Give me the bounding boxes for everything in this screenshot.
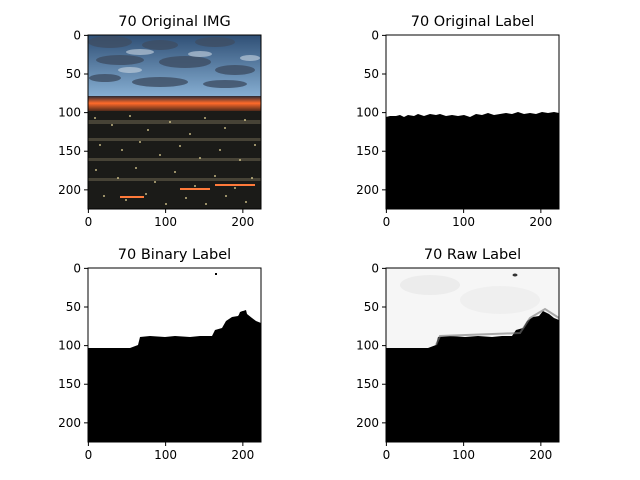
y-tick-label: 0 bbox=[371, 28, 379, 42]
panel-title: 70 Original Label bbox=[411, 14, 535, 30]
y-tick-label: 150 bbox=[58, 377, 81, 391]
mask-image bbox=[386, 268, 560, 442]
panel-raw-label: 70 Raw Label bbox=[385, 247, 560, 443]
panel-frame bbox=[385, 34, 560, 210]
y-tick-label: 200 bbox=[356, 183, 379, 197]
x-tick-label: 100 bbox=[452, 448, 475, 462]
x-tick-label: 0 bbox=[383, 448, 391, 462]
x-tick-label: 200 bbox=[231, 215, 254, 229]
y-tick-label: 50 bbox=[364, 300, 379, 314]
panel-frame bbox=[385, 267, 560, 443]
panel-title: 70 Raw Label bbox=[424, 247, 521, 263]
panel-title: 70 Original IMG bbox=[118, 14, 230, 30]
y-tick-label: 150 bbox=[356, 144, 379, 158]
x-tick-label: 0 bbox=[85, 448, 93, 462]
y-tick-label: 100 bbox=[58, 106, 81, 120]
y-tick-label: 50 bbox=[364, 67, 379, 81]
y-tick-label: 150 bbox=[58, 144, 81, 158]
x-tick-label: 100 bbox=[452, 215, 475, 229]
y-tick-label: 200 bbox=[58, 183, 81, 197]
photo-image bbox=[88, 35, 261, 209]
x-tick-label: 200 bbox=[231, 448, 254, 462]
x-tick-label: 0 bbox=[85, 215, 93, 229]
y-tick-label: 100 bbox=[356, 339, 379, 353]
y-tick-label: 50 bbox=[66, 300, 81, 314]
y-tick-label: 50 bbox=[66, 67, 81, 81]
panel-binary-label: 70 Binary Label bbox=[87, 247, 262, 443]
x-tick-label: 200 bbox=[529, 448, 552, 462]
x-tick-label: 100 bbox=[154, 215, 177, 229]
panel-title: 70 Binary Label bbox=[118, 247, 231, 263]
panel-original-label: 70 Original Label bbox=[385, 14, 560, 210]
x-tick-label: 100 bbox=[154, 448, 177, 462]
mask-image bbox=[386, 35, 559, 209]
y-tick-label: 200 bbox=[356, 416, 379, 430]
y-tick-label: 200 bbox=[58, 416, 81, 430]
panel-original-img: 70 Original IMG bbox=[87, 14, 262, 210]
y-tick-label: 0 bbox=[371, 261, 379, 275]
y-tick-label: 100 bbox=[356, 106, 379, 120]
x-tick-label: 200 bbox=[529, 215, 552, 229]
y-tick-label: 100 bbox=[58, 339, 81, 353]
mask-image bbox=[88, 268, 261, 442]
axis-ticks: 0 100 200 0 50 100 150 200 0 100 200 0 50 100 150 200 0 1… bbox=[58, 28, 552, 462]
y-tick-label: 0 bbox=[73, 28, 81, 42]
panel-frame bbox=[87, 34, 262, 210]
x-tick-label: 0 bbox=[383, 215, 391, 229]
y-tick-label: 150 bbox=[356, 377, 379, 391]
panel-frame bbox=[87, 267, 262, 443]
y-tick-label: 0 bbox=[73, 261, 81, 275]
